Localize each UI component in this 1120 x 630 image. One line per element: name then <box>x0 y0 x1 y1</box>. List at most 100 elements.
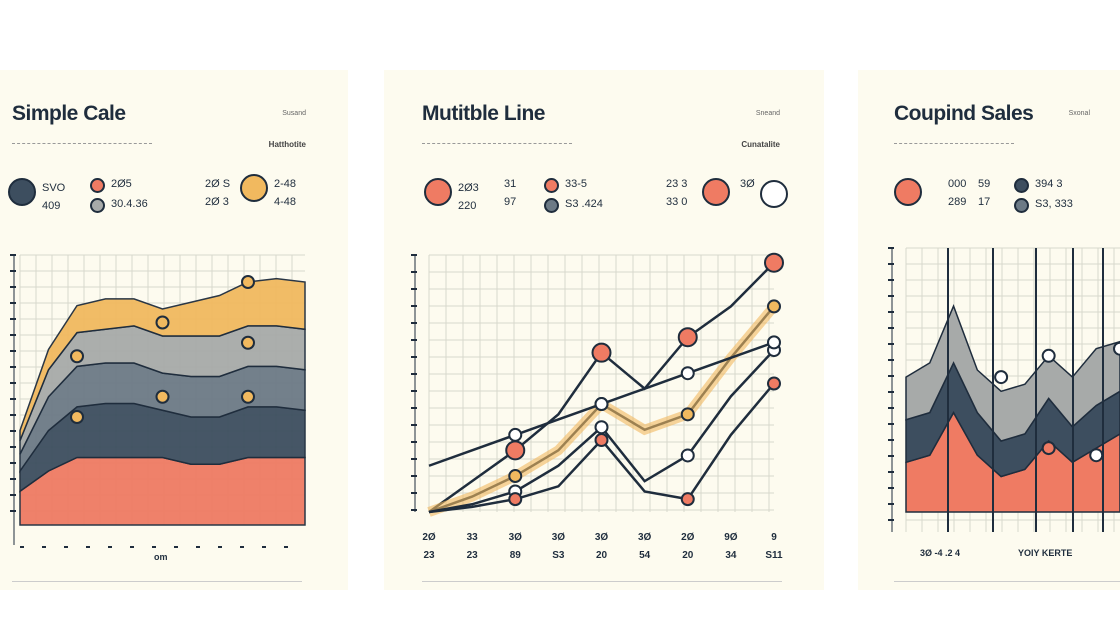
series-line <box>428 261 775 514</box>
x-tick-label: S3 <box>552 550 565 561</box>
legend-dot-salmon <box>424 178 452 206</box>
x-tick-label: 54 <box>639 550 651 561</box>
x-tick-label: 23 <box>423 550 435 561</box>
stat-value: 2Ø 3 <box>205 196 229 208</box>
card-tag: Sneand <box>755 110 780 117</box>
data-point <box>767 335 781 350</box>
data-point <box>241 389 255 404</box>
stat-value: 2Ø5 <box>111 178 132 190</box>
data-point <box>508 427 523 442</box>
legend-dot-white <box>760 180 788 208</box>
x-tick-label: 34 <box>725 550 737 561</box>
data-point <box>767 299 781 314</box>
stat-value: SVO <box>42 182 66 194</box>
stat-value: 17 <box>978 196 991 208</box>
x-tick-label: 2Ø <box>422 532 436 543</box>
data-point <box>594 433 609 448</box>
stat-value: 30.4.36 <box>111 198 148 210</box>
x-tick-label: 89 <box>510 550 522 561</box>
data-point <box>70 410 84 424</box>
stacked-area-chart <box>888 247 1120 532</box>
x-tick-label: 3Ø <box>552 532 566 543</box>
x-tick-label: 20 <box>682 550 694 561</box>
data-point <box>241 335 255 350</box>
area-chart <box>10 254 306 548</box>
legend-dot-navy <box>1014 178 1029 193</box>
data-point <box>767 376 781 391</box>
stat-value: 4-48 <box>274 196 297 208</box>
data-point <box>591 342 612 363</box>
x-axis-label: 3Ø -4 .2 4 <box>920 548 961 558</box>
x-tick-label: 9Ø <box>724 532 738 543</box>
footer-rule <box>894 581 1120 582</box>
legend-dot-salmon <box>894 178 922 206</box>
data-point <box>1113 341 1120 356</box>
data-point <box>680 492 695 507</box>
data-point <box>677 327 698 348</box>
x-tick-label: 3Ø <box>509 532 523 543</box>
data-point <box>1089 448 1104 463</box>
card-subtitle: Cunatalite <box>741 140 780 149</box>
data-point <box>241 275 255 289</box>
card-tag: Susand <box>282 110 306 117</box>
data-point <box>680 407 695 422</box>
stat-value: S3 .424 <box>565 198 603 210</box>
card-subtitle: Hatthotite <box>268 140 306 149</box>
x-tick-label: 23 <box>467 550 479 561</box>
footer-rule <box>12 581 302 582</box>
x-tick-label: 33 <box>467 532 479 543</box>
legend-dot-gold <box>240 174 268 202</box>
x-tick-label: 20 <box>596 550 608 561</box>
legend-dot-salmon <box>544 178 559 193</box>
line-chart: 2Ø 23 33 23 3Ø 89 3Ø S3 3Ø 20 3Ø 54 2Ø 20 9Ø 34 9 S11 <box>411 252 784 561</box>
data-point <box>1041 348 1056 363</box>
stat-value: 394 3 <box>1035 178 1063 190</box>
data-point <box>155 389 170 404</box>
stat-value: 2Ø S <box>205 178 231 190</box>
card-title: Mutitble Line <box>422 102 546 125</box>
area-band <box>905 304 1120 442</box>
stat-value: 31 <box>504 178 517 190</box>
chart-card-compound-sales: Coupind Sales Sxonal 3Ø -4 .2 4 YOIY KER… <box>858 70 1120 590</box>
legend-dot-salmon <box>90 178 105 193</box>
stat-value: 000 <box>948 178 967 190</box>
legend-dot-navy <box>8 178 36 206</box>
data-point <box>594 420 609 435</box>
area-band <box>19 277 306 441</box>
x-tick-label: 3Ø <box>638 532 652 543</box>
card-title: Simple Cale <box>12 102 126 125</box>
stat-value: 33 0 <box>666 196 688 208</box>
data-point <box>764 252 784 273</box>
card-title: Coupind Sales <box>894 102 1034 125</box>
x-axis-label-secondary: YOIY KERTE <box>1018 548 1073 558</box>
x-tick-label: 2Ø <box>681 532 695 543</box>
stat-value: 97 <box>504 196 517 208</box>
legend-dot-salmon <box>702 178 730 206</box>
stat-value: 2Ø3 <box>458 182 479 194</box>
legend-dot-gray <box>90 198 105 213</box>
data-point <box>680 448 695 463</box>
data-point <box>155 315 170 330</box>
stat-value: 3Ø <box>740 178 755 190</box>
stat-value: 33-5 <box>565 178 588 190</box>
x-axis-label: om <box>154 552 168 562</box>
stat-value: 289 <box>948 196 967 208</box>
chart-card-multiple-line: Mutitble Line Sneand Cunatalite 2Ø 23 33 23… <box>384 70 824 590</box>
legend-dot-slate <box>1014 198 1029 213</box>
title-rule <box>12 143 152 144</box>
stat-value: 220 <box>458 200 477 212</box>
chart-card-simple: Simple Cale Susand Hatthotite om SVO 409 2… <box>0 70 348 590</box>
data-point <box>594 397 609 412</box>
title-rule <box>894 143 1014 144</box>
stat-value: 409 <box>42 200 61 212</box>
legend-dot-slate <box>544 198 559 213</box>
data-point <box>1041 441 1056 456</box>
x-tick-label: 9 <box>771 532 777 543</box>
stat-value: 23 3 <box>666 178 688 190</box>
card-tag: Sxonal <box>1068 110 1090 117</box>
data-point <box>70 349 84 364</box>
footer-rule <box>422 581 782 582</box>
data-point <box>508 469 523 484</box>
x-tick-label: 3Ø <box>595 532 609 543</box>
data-point <box>508 492 523 507</box>
